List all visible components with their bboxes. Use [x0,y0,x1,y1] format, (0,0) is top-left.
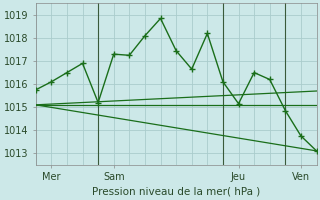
X-axis label: Pression niveau de la mer( hPa ): Pression niveau de la mer( hPa ) [92,187,260,197]
